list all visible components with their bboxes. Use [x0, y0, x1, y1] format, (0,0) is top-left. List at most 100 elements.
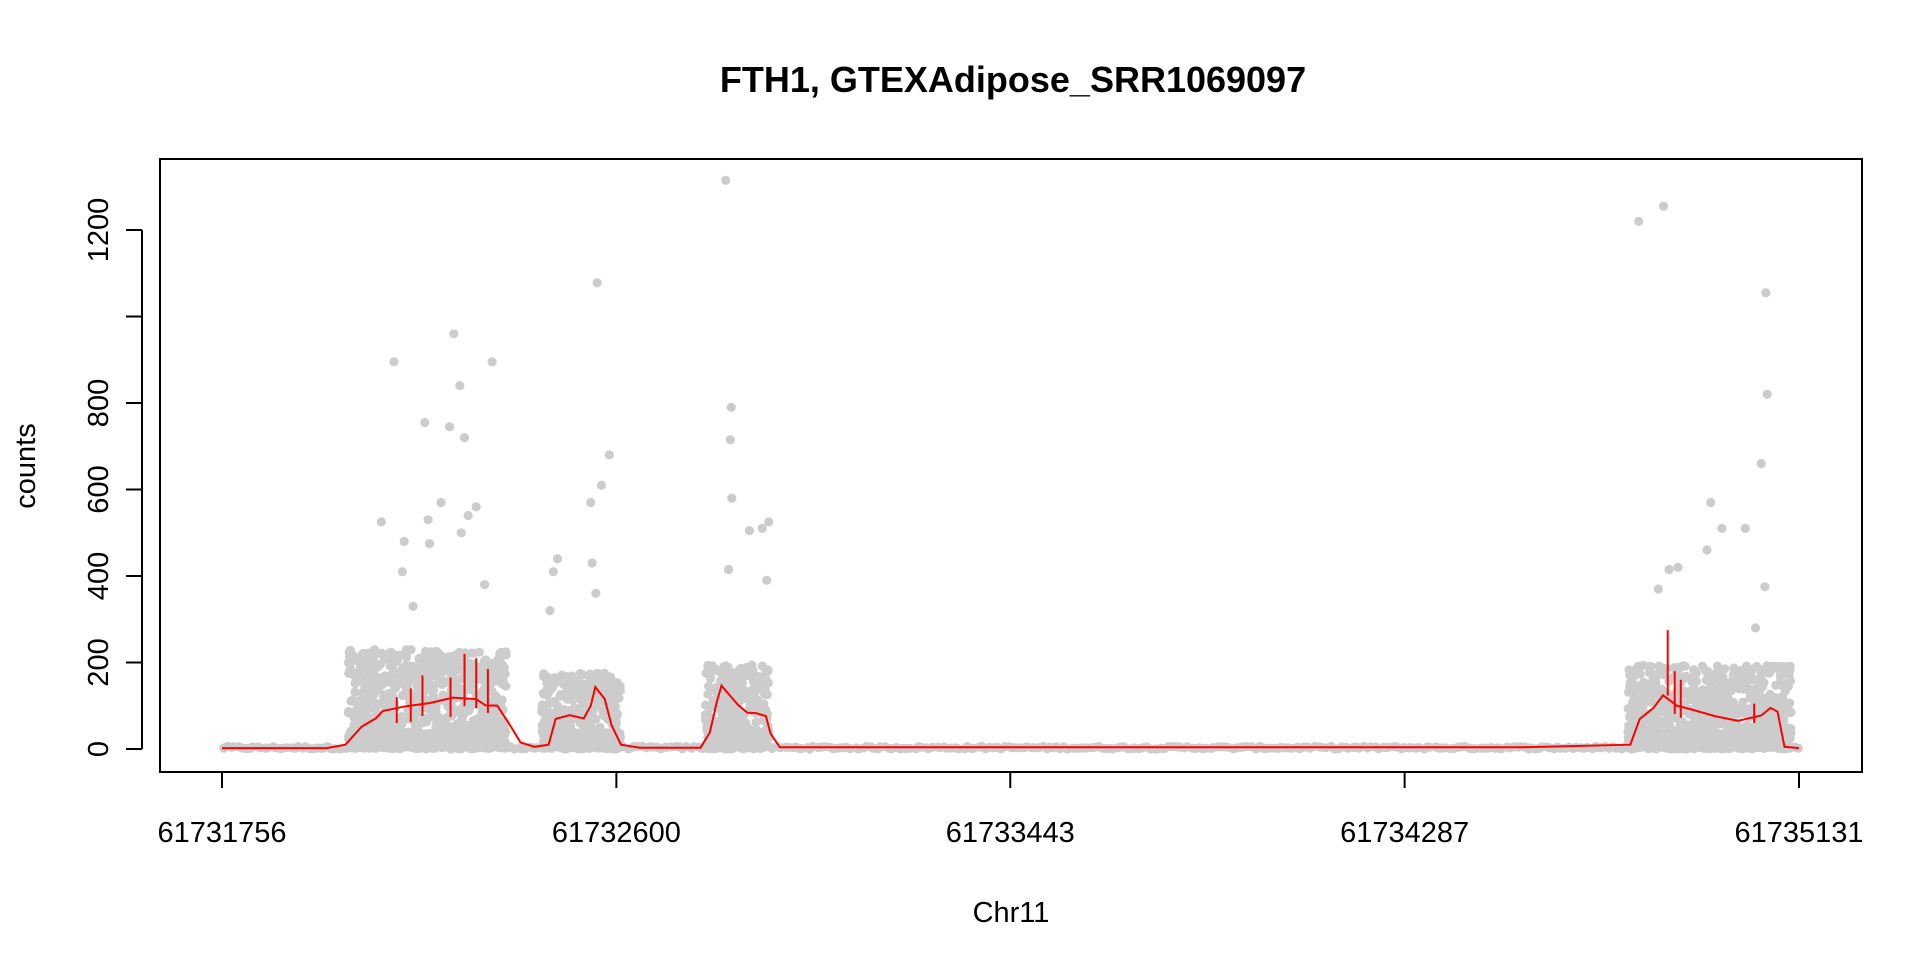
data-point [1785, 661, 1795, 671]
data-point [1785, 727, 1795, 737]
data-point [727, 493, 737, 503]
y-tick-label: 1200 [83, 198, 115, 263]
data-point [392, 656, 402, 666]
data-point [1650, 698, 1660, 709]
data-point [556, 675, 567, 686]
y-tick-label: 800 [83, 379, 115, 427]
data-point [757, 702, 768, 712]
data-point [463, 510, 473, 521]
data-point [393, 730, 403, 740]
data-point [363, 688, 373, 698]
data-point [438, 690, 448, 700]
data-point [714, 738, 724, 748]
data-point [369, 675, 379, 685]
data-point [411, 722, 421, 732]
data-point [455, 381, 465, 391]
data-point [348, 696, 358, 706]
data-point [591, 588, 601, 598]
data-point [1646, 735, 1656, 745]
data-point [1692, 738, 1702, 749]
data-point [426, 737, 436, 747]
data-point [728, 721, 738, 731]
data-point [577, 697, 587, 707]
data-point [372, 662, 383, 672]
data-point [1740, 523, 1750, 534]
data-point [1734, 709, 1744, 719]
data-point [553, 729, 564, 739]
data-point [1738, 697, 1748, 707]
data-point [1662, 732, 1672, 742]
data-point [1783, 681, 1793, 692]
data-point [418, 718, 428, 728]
data-point [501, 681, 511, 691]
data-point [501, 650, 511, 660]
data-point [447, 711, 457, 721]
data-point [1775, 671, 1785, 681]
data-point [364, 704, 374, 714]
data-point [1770, 718, 1780, 728]
data-point [1745, 689, 1755, 699]
data-point [540, 688, 551, 698]
data-point [373, 731, 383, 741]
data-point [1635, 661, 1645, 671]
data-point [378, 673, 389, 683]
data-point [704, 681, 714, 691]
data-point [723, 564, 734, 575]
data-point [437, 675, 447, 685]
data-point [344, 706, 354, 717]
data-point [743, 723, 753, 733]
data-point [612, 709, 623, 719]
data-point [493, 725, 503, 735]
data-point [441, 721, 451, 731]
data-point [1673, 562, 1683, 573]
data-point [1778, 691, 1788, 702]
data-point [1761, 288, 1771, 298]
data-point [1664, 564, 1674, 575]
data-point [762, 575, 772, 585]
data-point [1689, 665, 1699, 675]
data-point [486, 729, 496, 739]
data-point [1640, 680, 1651, 691]
data-point [401, 667, 411, 677]
data-point [1756, 458, 1766, 469]
data-point [450, 688, 460, 699]
data-point [383, 651, 393, 661]
data-point [1682, 720, 1692, 730]
data-point [458, 672, 468, 683]
data-point [1624, 665, 1634, 675]
data-point [399, 536, 409, 547]
data-point [401, 677, 411, 688]
data-point [730, 709, 740, 719]
data-point [437, 730, 448, 740]
data-point [601, 732, 611, 742]
data-point [501, 727, 511, 737]
data-point [482, 715, 492, 725]
data-point [720, 708, 730, 718]
data-point [487, 357, 497, 367]
data-point [1758, 668, 1768, 678]
y-tick-label: 600 [83, 465, 115, 513]
x-tick-label: 61731756 [157, 817, 286, 849]
data-point [757, 523, 767, 534]
data-point [501, 743, 511, 753]
data-point [744, 526, 755, 536]
data-point [540, 708, 550, 718]
data-point [441, 737, 451, 747]
data-point [586, 497, 596, 508]
data-point [1658, 201, 1669, 211]
data-point [1734, 684, 1744, 694]
data-point [471, 502, 481, 512]
data-point [435, 660, 445, 670]
data-point [556, 690, 566, 700]
data-point [360, 681, 370, 691]
data-point [605, 698, 615, 708]
x-tick-label: 61733443 [946, 817, 1075, 849]
data-point [548, 567, 558, 577]
data-point [492, 670, 502, 680]
data-point [764, 517, 774, 527]
data-point [1754, 683, 1764, 693]
data-point [385, 661, 395, 671]
data-point [431, 715, 441, 725]
data-point [1700, 665, 1710, 675]
data-point [721, 175, 731, 185]
